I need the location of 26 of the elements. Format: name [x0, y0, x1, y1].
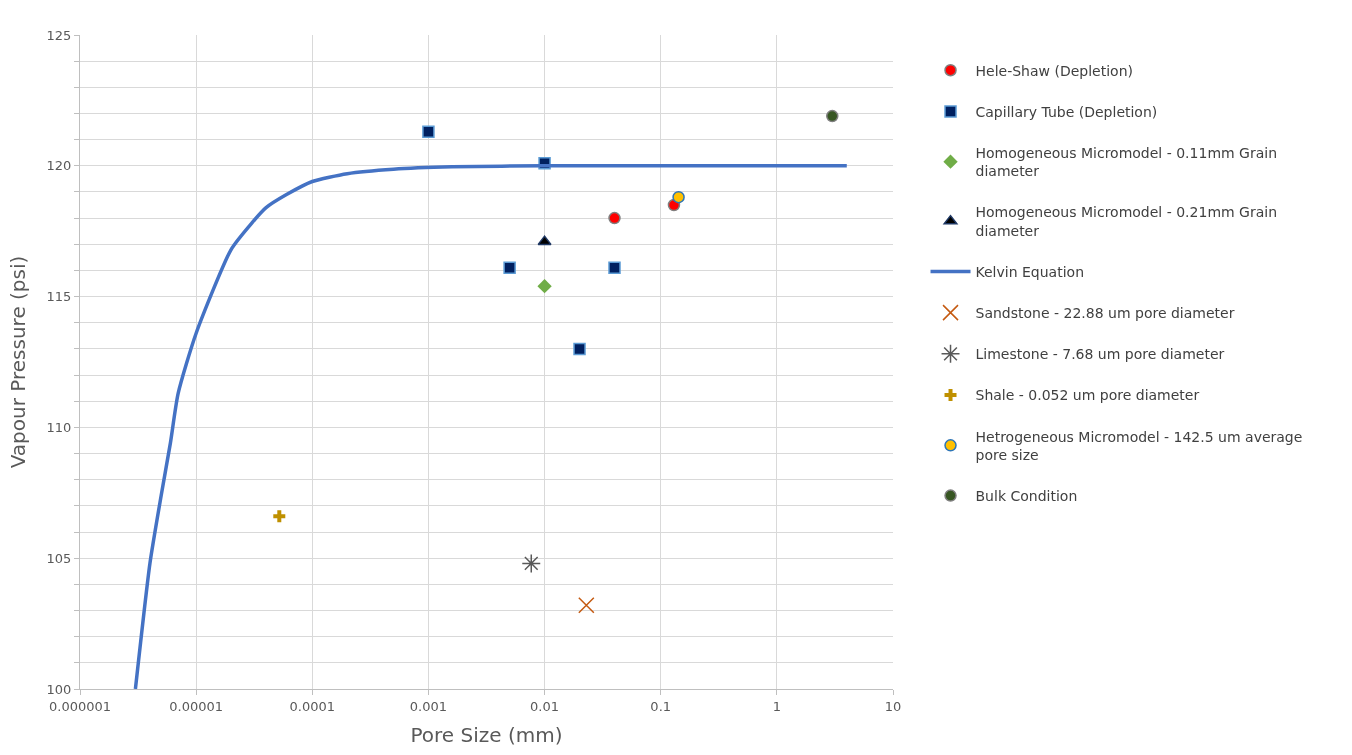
legend-label: Hele-Shaw (Depletion)	[975, 62, 1133, 79]
legend-label: Kelvin Equation	[975, 263, 1085, 280]
legend-label: Hetrogeneous Micromodel - 142.5 um average pore size	[975, 428, 1303, 463]
x-tick-label: 10	[884, 698, 902, 714]
x-tick-label: 0.01	[530, 698, 560, 714]
y-tick-label: 115	[46, 289, 72, 305]
y-tick-label: 120	[46, 158, 72, 174]
legend-label: Limestone - 7.68 um pore diameter	[975, 346, 1225, 363]
y-tick-label: 105	[46, 550, 72, 566]
y-tick-label: 110	[46, 419, 72, 435]
legend-label: Sandstone - 22.88 um pore diameter	[975, 305, 1235, 322]
x-tick-label: 1	[772, 698, 781, 714]
legend-label: Bulk Condition	[975, 488, 1078, 505]
x-tick-label: 0.000001	[48, 698, 112, 714]
legend-label: Shale - 0.052 um pore diameter	[975, 387, 1200, 404]
legend-label: Capillary Tube (Depletion)	[975, 103, 1158, 120]
x-axis-title: Pore Size (mm)	[410, 723, 563, 748]
y-axis-title: Vapour Pressure (psi)	[6, 255, 31, 469]
x-tick-label: 0.1	[650, 698, 672, 714]
legend-label: Homogeneous Micromodel - 0.11mm Grain diameter	[975, 145, 1278, 180]
x-tick-label: 0.0001	[289, 698, 336, 714]
y-tick-label: 100	[46, 681, 72, 697]
y-tick-label: 125	[46, 27, 72, 43]
x-tick-label: 0.001	[409, 698, 448, 714]
x-tick-label: 0.00001	[169, 698, 224, 714]
legend-label: Homogeneous Micromodel - 0.21mm Grain diameter	[975, 204, 1278, 239]
